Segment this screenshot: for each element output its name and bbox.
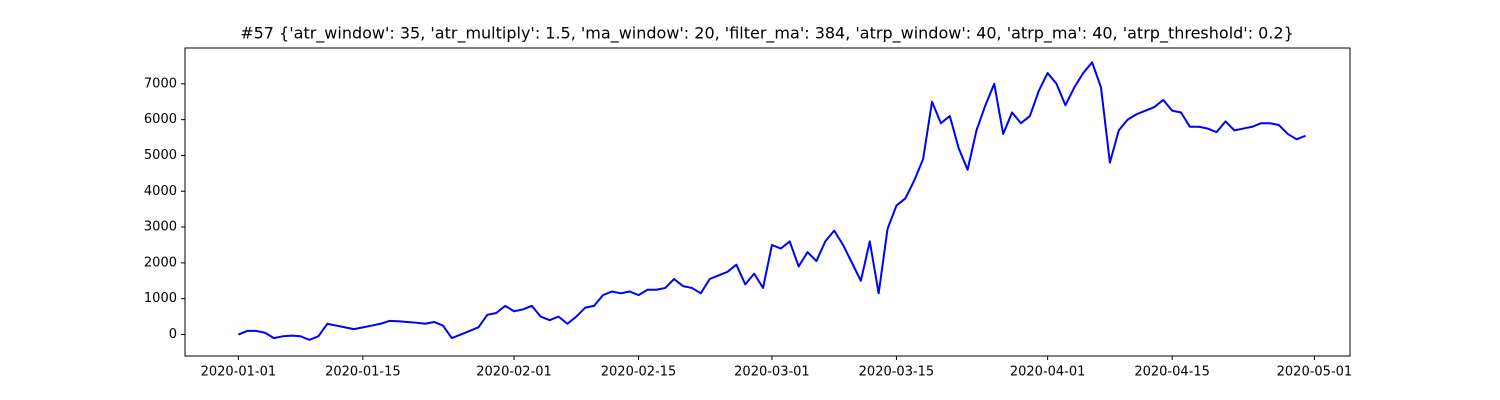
x-tick-label: 2020-04-15 <box>1134 365 1210 380</box>
y-tick-label: 0 <box>169 327 177 342</box>
x-tick-label: 2020-03-15 <box>859 365 935 380</box>
y-tick-label: 1000 <box>144 291 177 306</box>
x-tick-label: 2020-04-01 <box>1010 365 1086 380</box>
y-tick-label: 5000 <box>144 148 177 163</box>
plot-frame <box>184 47 1351 357</box>
y-tick-label: 3000 <box>144 220 177 235</box>
line-series <box>237 61 1306 341</box>
x-tick-label: 2020-03-01 <box>734 365 810 380</box>
chart-title: #57 {'atr_window': 35, 'atr_multiply': 1… <box>240 24 1294 44</box>
y-tick-label: 7000 <box>144 76 177 91</box>
y-tick-label: 4000 <box>144 184 177 199</box>
y-tick-label: 6000 <box>144 112 177 127</box>
y-tick-label: 2000 <box>144 255 177 270</box>
x-tick-label: 2020-01-01 <box>201 365 277 380</box>
x-tick-label: 2020-05-01 <box>1277 365 1353 380</box>
x-tick-label: 2020-02-15 <box>601 365 677 380</box>
x-tick-label: 2020-01-15 <box>325 365 401 380</box>
x-tick-label: 2020-02-01 <box>476 365 552 380</box>
